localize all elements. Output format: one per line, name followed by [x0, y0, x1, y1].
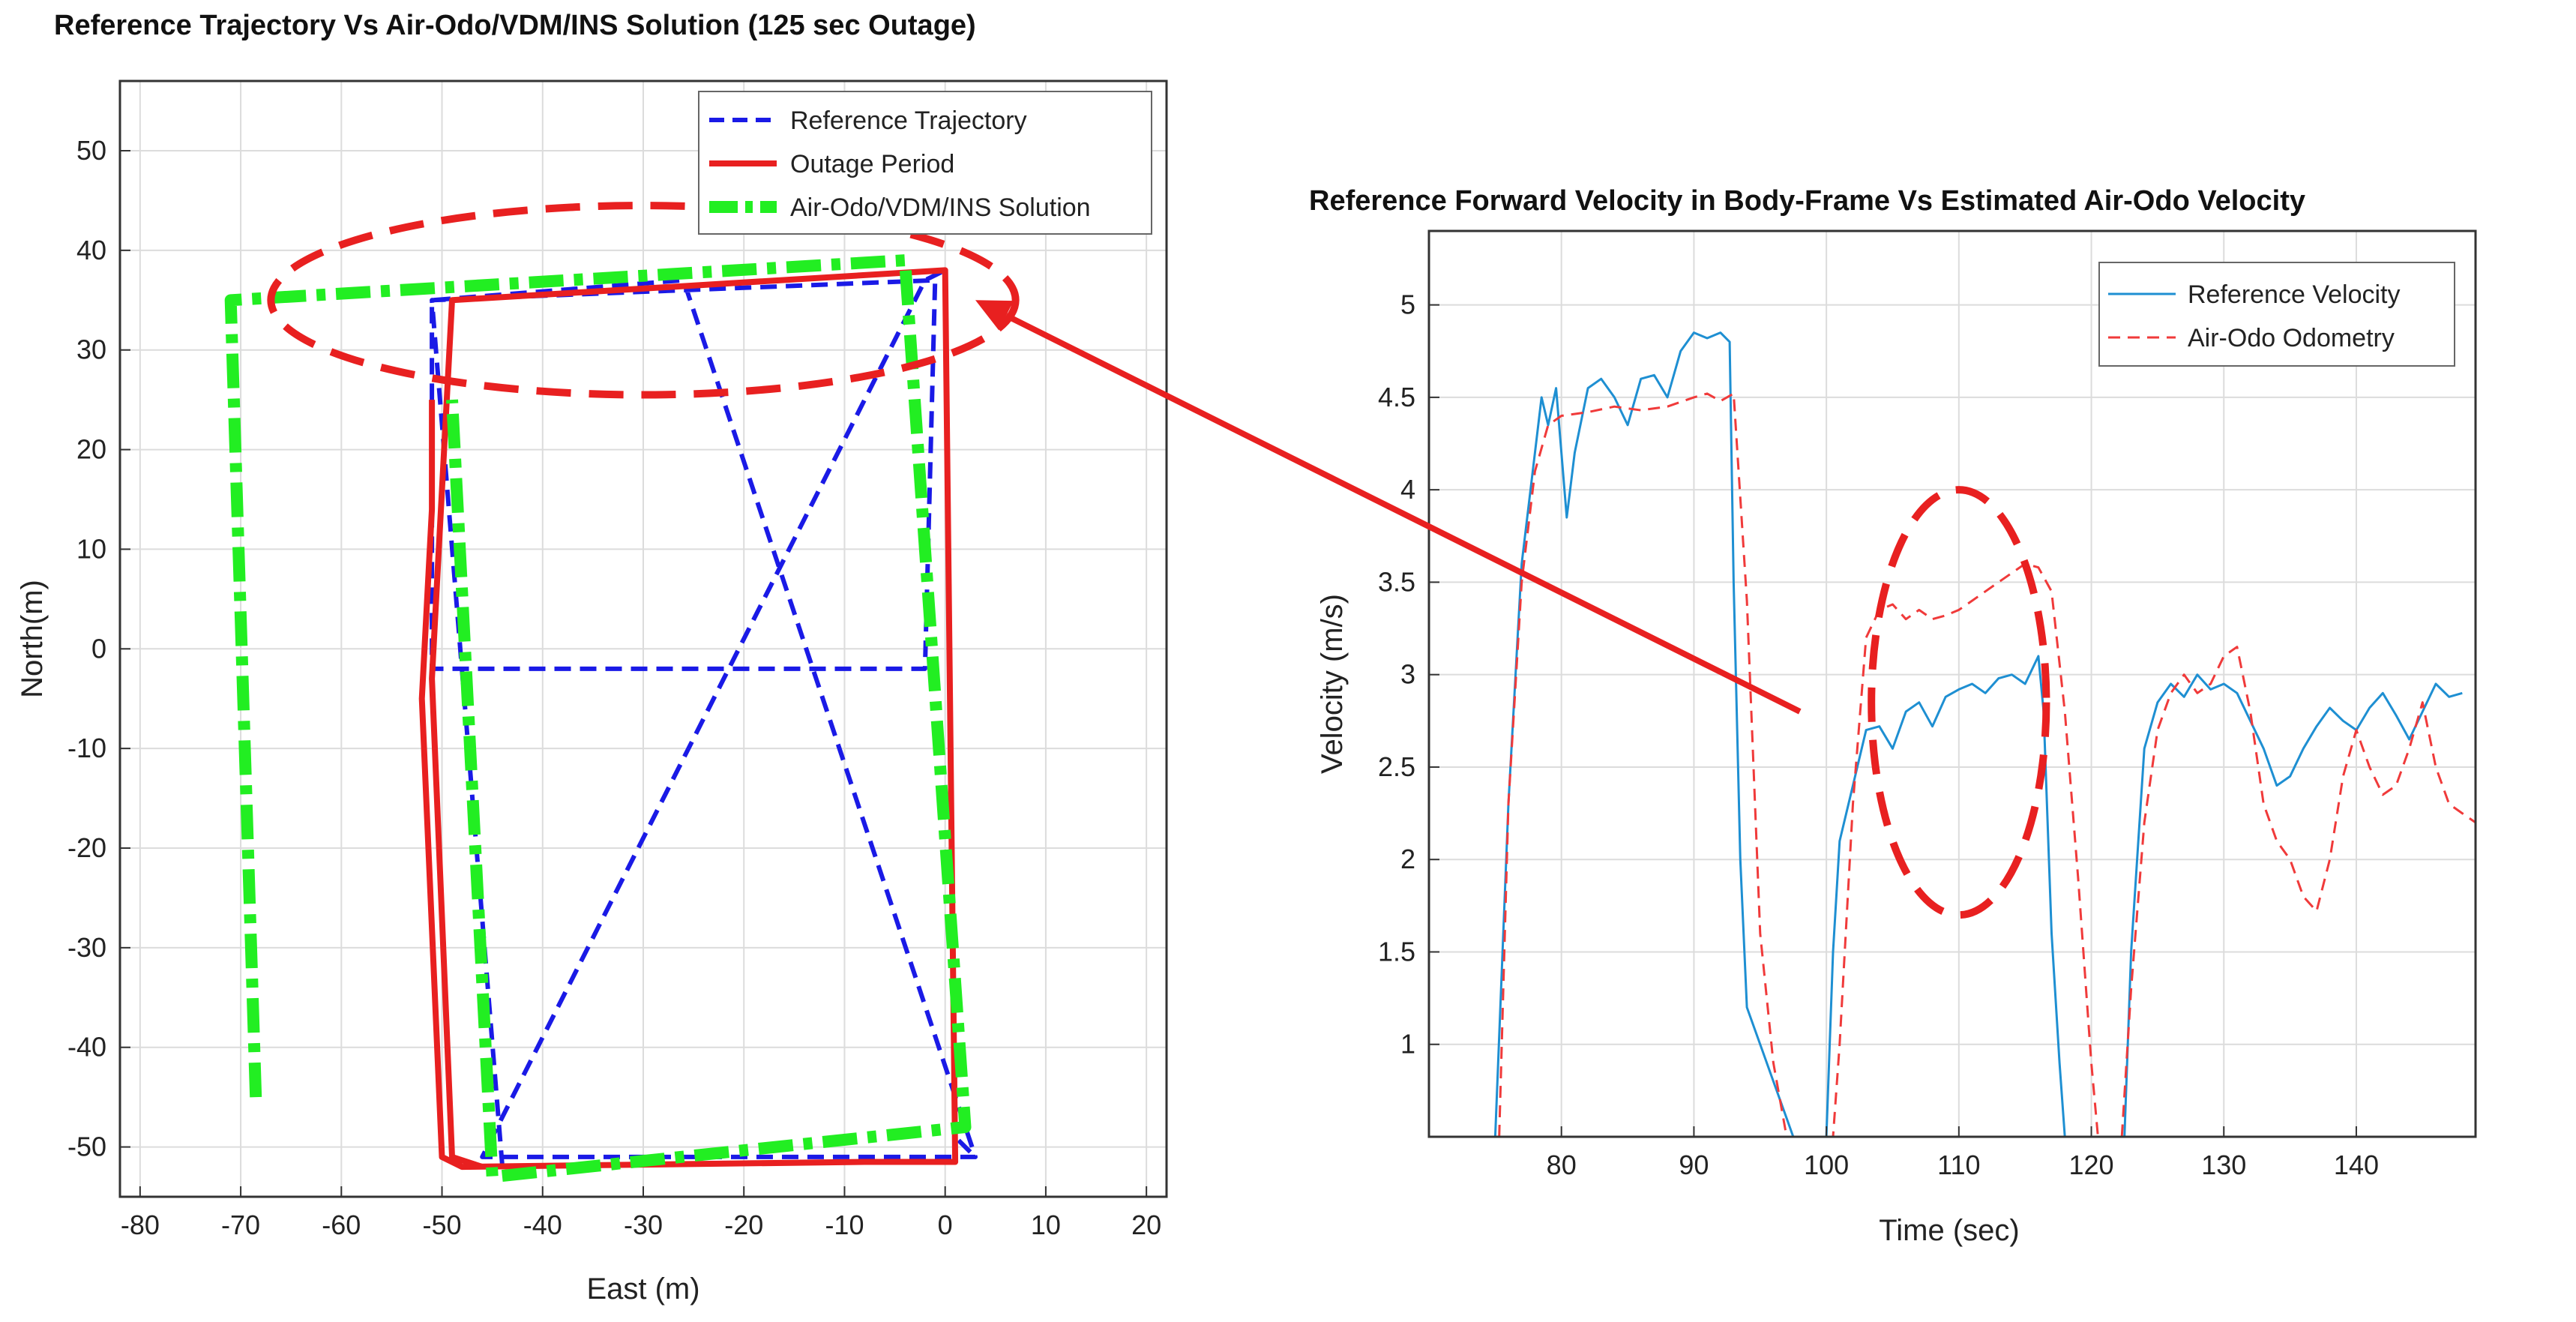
- series-line-air-odo-odometry: [1498, 392, 2476, 1137]
- velocity-x-tick-label: 130: [2201, 1150, 2246, 1180]
- velocity-y-tick-label: 4: [1400, 474, 1415, 505]
- velocity-legend-box: [2098, 262, 2455, 367]
- velocity-x-axis-label: Time (sec): [1879, 1214, 2019, 1247]
- velocity-highlight-ellipse: [1868, 486, 2050, 919]
- velocity-y-axis-label: Velocity (m/s): [1316, 594, 1349, 774]
- trajectory-series-group: [224, 254, 978, 1183]
- trajectory-x-tick-label: 0: [938, 1210, 953, 1240]
- trajectory-x-tick-label: -10: [825, 1210, 864, 1240]
- trajectory-chart: Reference Trajectory Vs Air-Odo/VDM/INS …: [16, 10, 1168, 1306]
- velocity-y-tick-label: 4.5: [1378, 382, 1415, 412]
- trajectory-x-tick-label: -50: [423, 1210, 462, 1240]
- trajectory-y-axis-label: North(m): [16, 580, 49, 698]
- trajectory-x-tick-label: -80: [121, 1210, 160, 1240]
- velocity-x-tick-label: 100: [1804, 1150, 1849, 1180]
- series-line-outage-period: [418, 267, 959, 1171]
- legend-label-outage-period: Outage Period: [790, 150, 954, 178]
- trajectory-y-tick-label: 40: [76, 235, 106, 265]
- velocity-x-tick-label: 120: [2069, 1150, 2114, 1180]
- velocity-y-tick-label: 5: [1400, 289, 1415, 320]
- trajectory-y-tick-label: -10: [67, 733, 106, 763]
- velocity-y-tick-label: 2: [1400, 844, 1415, 874]
- velocity-y-tick-label: 1: [1400, 1029, 1415, 1060]
- velocity-ticks: 80 90 100 110 120 130 140 5 4.5 4 3.5 3 2.5 2 1.5 1: [1378, 289, 2379, 1180]
- series-line-reference-velocity: [1493, 331, 2463, 1137]
- trajectory-x-tick-label: -20: [724, 1210, 763, 1240]
- velocity-annotations: [1868, 486, 2050, 919]
- velocity-x-tick-label: 140: [2334, 1150, 2379, 1180]
- velocity-x-tick-label: 110: [1937, 1150, 1980, 1180]
- velocity-plot-frame: [1427, 229, 2477, 1138]
- velocity-chart: Reference Forward Velocity in Body-Frame…: [1309, 185, 2477, 1247]
- legend-label-air-odo-solution: Air-Odo/VDM/INS Solution: [790, 193, 1091, 222]
- trajectory-y-tick-label: 0: [91, 633, 106, 664]
- velocity-x-tick-label: 90: [1679, 1150, 1709, 1180]
- velocity-series-group: [1493, 331, 2476, 1137]
- trajectory-x-tick-label: 20: [1131, 1210, 1161, 1240]
- legend-label-air-odo-odometry: Air-Odo Odometry: [2188, 324, 2395, 352]
- velocity-chart-title: Reference Forward Velocity in Body-Frame…: [1309, 185, 2305, 217]
- trajectory-x-tick-label: -40: [523, 1210, 562, 1240]
- velocity-y-tick-label: 1.5: [1378, 936, 1415, 967]
- trajectory-annotations: [267, 202, 1020, 399]
- trajectory-y-tick-label: 10: [76, 533, 106, 564]
- series-line-air-odo-vdm-ins-solution: [224, 254, 972, 1183]
- trajectory-y-tick-label: -30: [67, 932, 106, 963]
- trajectory-y-tick-label: 50: [76, 135, 106, 166]
- trajectory-legend: Reference Trajectory Outage Period Air-O…: [698, 91, 1152, 235]
- trajectory-y-tick-label: -50: [67, 1132, 106, 1162]
- trajectory-y-tick-label: -20: [67, 832, 106, 863]
- velocity-x-tick-label: 80: [1547, 1150, 1577, 1180]
- trajectory-highlight-ellipse: [267, 202, 1020, 399]
- trajectory-x-tick-label: -30: [624, 1210, 663, 1240]
- velocity-y-tick-label: 3.5: [1378, 566, 1415, 597]
- trajectory-y-tick-label: -40: [67, 1032, 106, 1063]
- trajectory-ticks: -80 -70 -60 -50 -40 -30 -20 -10 0 10 20 50 40 30 20 10 0…: [67, 135, 1161, 1240]
- connector-arrow-line: [1005, 313, 1802, 715]
- connector-arrow-layer: [975, 300, 1802, 715]
- legend-label-reference-trajectory: Reference Trajectory: [790, 106, 1027, 135]
- trajectory-chart-title: Reference Trajectory Vs Air-Odo/VDM/INS …: [54, 10, 976, 41]
- trajectory-x-tick-label: -60: [322, 1210, 361, 1240]
- velocity-legend: Reference Velocity Air-Odo Odometry: [2098, 262, 2455, 367]
- legend-label-reference-velocity: Reference Velocity: [2188, 280, 2401, 309]
- trajectory-x-axis-label: East (m): [586, 1273, 699, 1306]
- velocity-y-tick-label: 3: [1400, 659, 1415, 690]
- velocity-y-tick-label: 2.5: [1378, 751, 1415, 782]
- trajectory-x-tick-label: 10: [1031, 1210, 1061, 1240]
- connector-arrow-head: [975, 300, 1014, 331]
- trajectory-y-tick-label: 30: [76, 334, 106, 365]
- trajectory-x-tick-label: -70: [221, 1210, 260, 1240]
- trajectory-y-tick-label: 20: [76, 434, 106, 465]
